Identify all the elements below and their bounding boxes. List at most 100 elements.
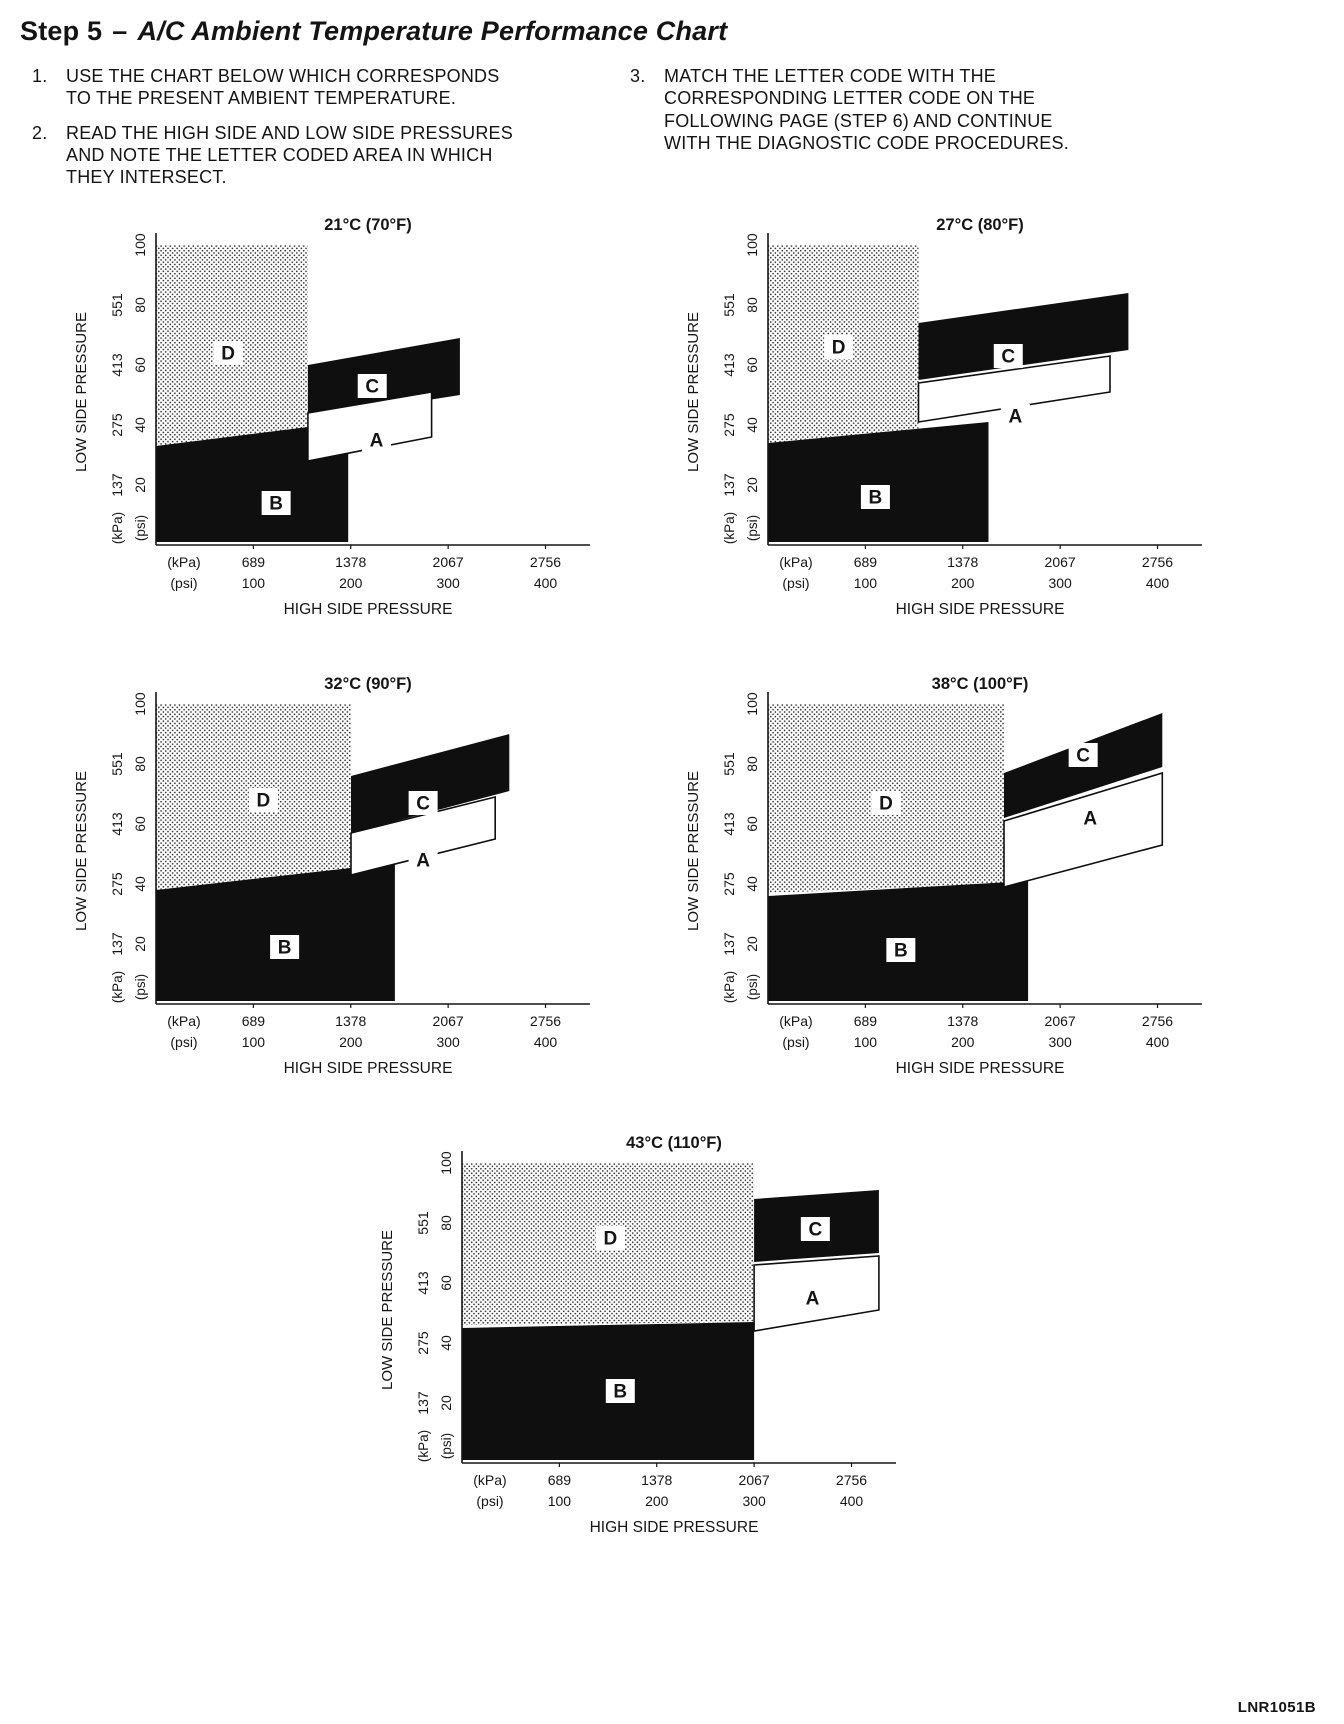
y-unit-kpa: (kPa) <box>722 511 737 543</box>
x-axis-title: HIGH SIDE PRESSURE <box>590 1519 759 1536</box>
y-tick-kpa-275: 275 <box>109 872 125 896</box>
y-tick-kpa-137: 137 <box>109 932 125 956</box>
region-B <box>768 421 989 542</box>
region-B <box>156 421 349 542</box>
y-tick-kpa-413: 413 <box>109 353 125 377</box>
x-tick-kpa-689: 689 <box>548 1472 572 1488</box>
y-tick-psi-80: 80 <box>744 297 760 313</box>
title-separator: – <box>112 16 128 46</box>
x-tick-psi-200: 200 <box>951 1034 975 1050</box>
region-A <box>307 390 433 462</box>
x-tick-psi-300: 300 <box>436 575 460 591</box>
chart-21c-70f: 21°C (70°F) D B C A 689 100 1378 200 2067 300 2756 4… <box>38 215 598 630</box>
y-tick-kpa-551: 551 <box>109 293 125 317</box>
chart-title: 27°C (80°F) <box>936 216 1023 234</box>
region-label-A: A <box>1008 406 1022 427</box>
x-tick-psi-400: 400 <box>1146 1034 1170 1050</box>
x-axis-title: HIGH SIDE PRESSURE <box>896 1060 1065 1077</box>
y-tick-psi-100: 100 <box>132 692 148 716</box>
region-C <box>351 733 510 833</box>
y-tick-kpa-413: 413 <box>109 812 125 836</box>
chart-figure-27c-80f: 27°C (80°F) D B C A 689 100 1378 200 2067 300 2756 4… <box>685 216 1202 618</box>
y-tick-kpa-137: 137 <box>415 1391 431 1415</box>
y-tick-kpa-551: 551 <box>415 1211 431 1235</box>
x-tick-kpa-2756: 2756 <box>530 1013 561 1029</box>
y-tick-kpa-137: 137 <box>721 932 737 956</box>
chart-figure-43c-110f: 43°C (110°F)DBCA689100137820020673002756… <box>379 1134 896 1536</box>
y-tick-psi-80: 80 <box>132 297 148 313</box>
region-label-A: A <box>1083 808 1097 829</box>
region-label-box-A <box>361 427 391 452</box>
instruction-2-number: 2. <box>32 122 48 143</box>
y-axis-title: LOW SIDE PRESSURE <box>379 1230 396 1390</box>
y-tick-kpa-551: 551 <box>721 752 737 776</box>
y-unit-kpa: (kPa) <box>416 1429 431 1461</box>
y-tick-psi-80: 80 <box>132 756 148 772</box>
y-axis-title: LOW SIDE PRESSURE <box>685 312 702 472</box>
region-label-C: C <box>1076 745 1090 766</box>
x-tick-kpa-2067: 2067 <box>1045 554 1076 570</box>
y-tick-kpa-413: 413 <box>721 812 737 836</box>
page-title: Step 5– A/C Ambient Temperature Performan… <box>20 16 1320 47</box>
instruction-2-text: READ THE HIGH SIDE AND LOW SIDE PRESSURE… <box>66 122 513 188</box>
x-unit-kpa: (kPa) <box>167 1013 200 1029</box>
y-unit-kpa: (kPa) <box>722 970 737 1002</box>
x-tick-psi-100: 100 <box>854 575 878 591</box>
x-tick-kpa-2067: 2067 <box>433 554 464 570</box>
y-unit-kpa: (kPa) <box>110 511 125 543</box>
y-tick-kpa-275: 275 <box>415 1331 431 1355</box>
x-unit-psi: (psi) <box>170 575 197 591</box>
region-label-D: D <box>832 337 846 358</box>
instructions-right-column: 3. MATCH THE LETTER CODE WITH THE CORRES… <box>630 65 1130 201</box>
chart-figure-21c-70f: 21°C (70°F) D B C A 689 100 1378 200 2067 300 2756 4… <box>73 216 590 618</box>
y-tick-psi-20: 20 <box>744 477 760 493</box>
x-tick-psi-200: 200 <box>645 1493 669 1509</box>
region-C <box>918 292 1129 380</box>
y-tick-kpa-275: 275 <box>721 872 737 896</box>
chart-figure-32c-90f: 32°C (90°F) D B C A 689 100 1378 200 2067 300 2756 4… <box>73 675 590 1077</box>
x-tick-psi-300: 300 <box>1048 1034 1072 1050</box>
charts-grid: 21°C (70°F) D B C A 689 100 1378 200 2067 300 2756 4… <box>18 215 1320 1548</box>
x-tick-psi-200: 200 <box>339 575 363 591</box>
region-label-C: C <box>416 793 430 814</box>
region-label-A: A <box>416 850 430 871</box>
x-tick-psi-400: 400 <box>1146 575 1170 591</box>
instruction-3-number: 3. <box>630 66 646 86</box>
chart-title: 38°C (100°F) <box>932 675 1029 693</box>
region-label-D: D <box>604 1228 618 1249</box>
instructions-left-column: 1. USE THE CHART BELOW WHICH CORRESPONDS… <box>32 65 572 201</box>
y-tick-psi-60: 60 <box>132 357 148 373</box>
chart-title: 21°C (70°F) <box>324 216 411 234</box>
y-tick-kpa-275: 275 <box>721 413 737 437</box>
region-label-box-A <box>1075 805 1105 830</box>
instructions: 1. USE THE CHART BELOW WHICH CORRESPONDS… <box>32 65 1320 201</box>
x-tick-kpa-2756: 2756 <box>1142 1013 1173 1029</box>
x-tick-kpa-689: 689 <box>854 1013 878 1029</box>
y-tick-psi-20: 20 <box>132 477 148 493</box>
y-tick-psi-100: 100 <box>744 692 760 716</box>
y-tick-psi-100: 100 <box>132 233 148 257</box>
x-unit-psi: (psi) <box>782 1034 809 1050</box>
x-tick-kpa-689: 689 <box>242 1013 266 1029</box>
chart-figure-38c-100f: 38°C (100°F)DBCA689100137820020673002756… <box>685 675 1202 1077</box>
region-label-B: B <box>894 940 908 961</box>
y-tick-kpa-413: 413 <box>415 1271 431 1295</box>
y-tick-psi-60: 60 <box>744 816 760 832</box>
x-tick-psi-100: 100 <box>242 1034 266 1050</box>
y-tick-kpa-413: 413 <box>721 353 737 377</box>
region-label-B: B <box>278 937 292 958</box>
x-tick-kpa-2756: 2756 <box>1142 554 1173 570</box>
y-tick-psi-40: 40 <box>132 417 148 433</box>
y-unit-psi: (psi) <box>133 973 148 999</box>
region-label-box-B <box>270 934 300 959</box>
x-unit-kpa: (kPa) <box>473 1472 506 1488</box>
y-tick-psi-20: 20 <box>744 936 760 952</box>
region-label-A: A <box>370 430 384 451</box>
instruction-3: 3. MATCH THE LETTER CODE WITH THE CORRES… <box>630 65 1130 154</box>
step-label: Step 5 <box>20 16 103 46</box>
x-tick-psi-100: 100 <box>548 1493 572 1509</box>
region-label-box-C <box>800 1216 830 1241</box>
y-tick-psi-80: 80 <box>744 756 760 772</box>
y-axis-title: LOW SIDE PRESSURE <box>73 312 90 472</box>
region-label-box-C <box>1068 742 1098 767</box>
